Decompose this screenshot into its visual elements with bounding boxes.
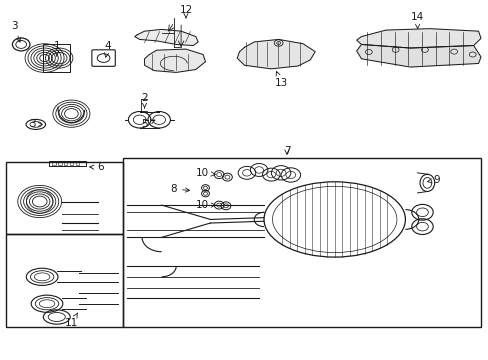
Text: 5: 5 (141, 120, 155, 129)
Bar (122, 158, 480, 327)
Text: 9: 9 (427, 175, 440, 185)
Bar (52, 162, 56, 165)
Bar (5, 234, 122, 327)
Bar (76, 162, 79, 165)
Text: 10: 10 (195, 200, 215, 210)
Text: 3: 3 (11, 21, 20, 42)
Text: 8: 8 (170, 184, 189, 194)
Polygon shape (237, 40, 315, 69)
Text: 6: 6 (89, 162, 104, 172)
Bar (70, 162, 73, 165)
Polygon shape (144, 49, 205, 72)
Text: 2: 2 (141, 93, 147, 108)
Polygon shape (135, 30, 198, 45)
Bar (49, 161, 86, 166)
Bar (64, 162, 67, 165)
Text: 7: 7 (283, 145, 290, 156)
Text: 12: 12 (179, 5, 192, 18)
Text: 4: 4 (104, 41, 111, 57)
Text: 14: 14 (410, 12, 424, 28)
Text: 1: 1 (53, 41, 60, 56)
Bar (43, 44, 70, 72)
Bar (5, 162, 122, 234)
Polygon shape (356, 29, 480, 48)
Text: 3: 3 (29, 120, 42, 129)
Bar (58, 162, 61, 165)
Text: 10: 10 (195, 168, 215, 178)
Text: 13: 13 (274, 72, 287, 88)
Text: 11: 11 (64, 313, 78, 328)
Polygon shape (356, 44, 480, 67)
